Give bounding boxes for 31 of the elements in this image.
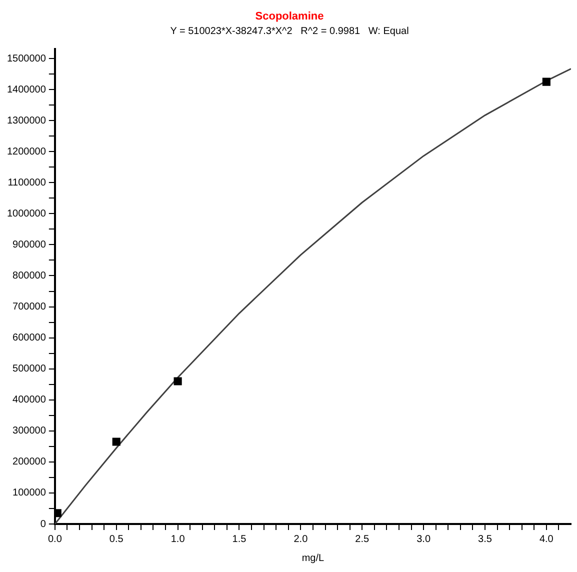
y-tick-label: 900000 [12, 239, 46, 250]
point [112, 438, 120, 446]
chart-subtitle: Y = 510023*X-38247.3*X^2 R^2 = 0.9981 W: Equal [170, 26, 409, 37]
y-tick-label: 700000 [12, 302, 46, 313]
point [542, 78, 550, 86]
x-tick-label: 4.0 [539, 534, 554, 545]
y-tick-label: 300000 [12, 426, 46, 437]
y-tick-label: 1400000 [6, 84, 46, 96]
y-tick-label: 1300000 [6, 115, 46, 126]
x-tick-label: 1.5 [232, 534, 247, 545]
y-tick-label: 0 [40, 518, 46, 530]
x-tick-label: 1.0 [170, 534, 186, 545]
point [174, 377, 182, 386]
x-tick-label: 2.5 [355, 534, 370, 545]
x-axis-title: mg/L [302, 552, 325, 564]
y-tick-label: 200000 [12, 456, 46, 468]
x-tick-label: 3.5 [478, 534, 492, 545]
y-tick-label: 1200000 [6, 146, 46, 158]
y-tick-label: 600000 [12, 332, 46, 344]
chart-title: Scopolamine [255, 10, 324, 23]
x-tick-label: 2.0 [294, 534, 308, 545]
y-tick-label: 500000 [12, 364, 46, 375]
y-tick-label: 400000 [12, 394, 46, 406]
y-tick-label: 1500000 [6, 53, 46, 64]
x-tick-label: 3.0 [416, 534, 431, 545]
y-tick-label: 100000 [12, 488, 46, 499]
y-tick-label: 1100000 [8, 177, 46, 188]
x-tick-label: 0.5 [109, 534, 124, 545]
y-tick-label: 1000000 [6, 208, 46, 220]
y-tick-label: 800000 [12, 270, 46, 282]
x-tick-label: 0.0 [48, 534, 62, 545]
